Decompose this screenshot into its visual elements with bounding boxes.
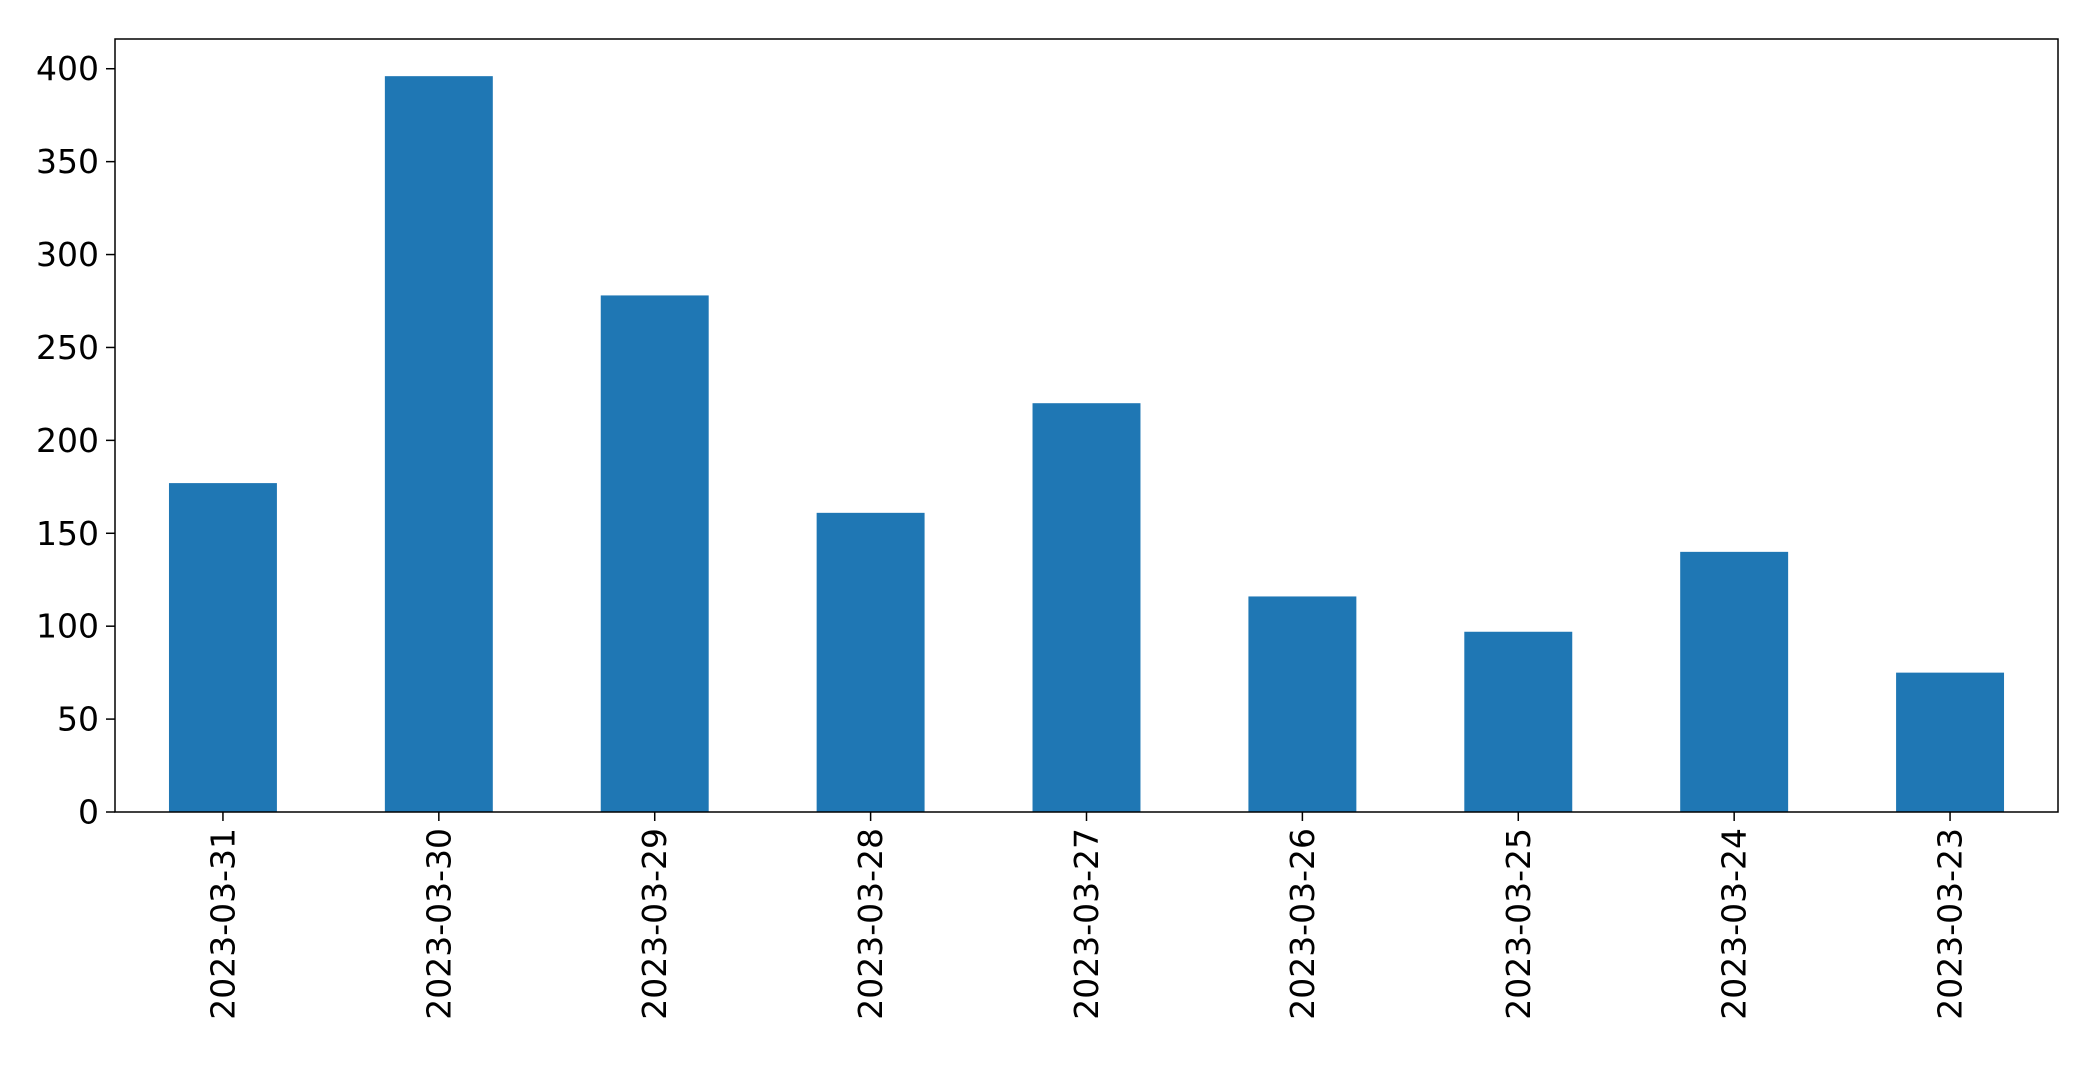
bar-2023-03-28 [816,512,925,812]
x-tick-label: 2023-03-28 [851,828,890,1020]
y-tick-label: 200 [36,421,99,460]
x-tick-label: 2023-03-30 [419,828,458,1020]
bar-2023-03-26 [1248,596,1357,812]
x-tick-label: 2023-03-24 [1715,828,1754,1020]
y-axis: 0 50 100 150 200 250 300 350 400 [36,49,115,832]
y-tick-label: 100 [36,607,99,646]
bar-2023-03-30 [384,76,493,813]
x-tick-label: 2023-03-25 [1499,828,1538,1020]
y-tick-label: 300 [36,235,99,274]
y-tick-label: 400 [36,49,99,88]
bar-2023-03-31 [168,483,277,812]
x-axis: 2023-03-31 2023-03-30 2023-03-29 2023-03-28… [203,812,1970,1020]
x-tick-label: 2023-03-29 [635,828,674,1020]
bar-2023-03-27 [1032,403,1141,812]
x-tick-label: 2023-03-26 [1283,828,1322,1020]
bar-2023-03-29 [600,295,709,813]
y-tick-label: 150 [36,514,99,553]
x-tick-label: 2023-03-27 [1067,828,1106,1020]
y-tick-label: 0 [78,793,99,832]
y-tick-label: 50 [57,700,99,739]
bar-2023-03-23 [1896,672,2005,812]
x-tick-label: 2023-03-31 [203,828,242,1020]
x-tick-label: 2023-03-23 [1931,828,1970,1020]
bars-group [168,76,2005,813]
y-tick-label: 250 [36,328,99,367]
bar-2023-03-25 [1464,631,1573,812]
y-tick-label: 350 [36,142,99,181]
bar-2023-03-24 [1680,551,1789,812]
